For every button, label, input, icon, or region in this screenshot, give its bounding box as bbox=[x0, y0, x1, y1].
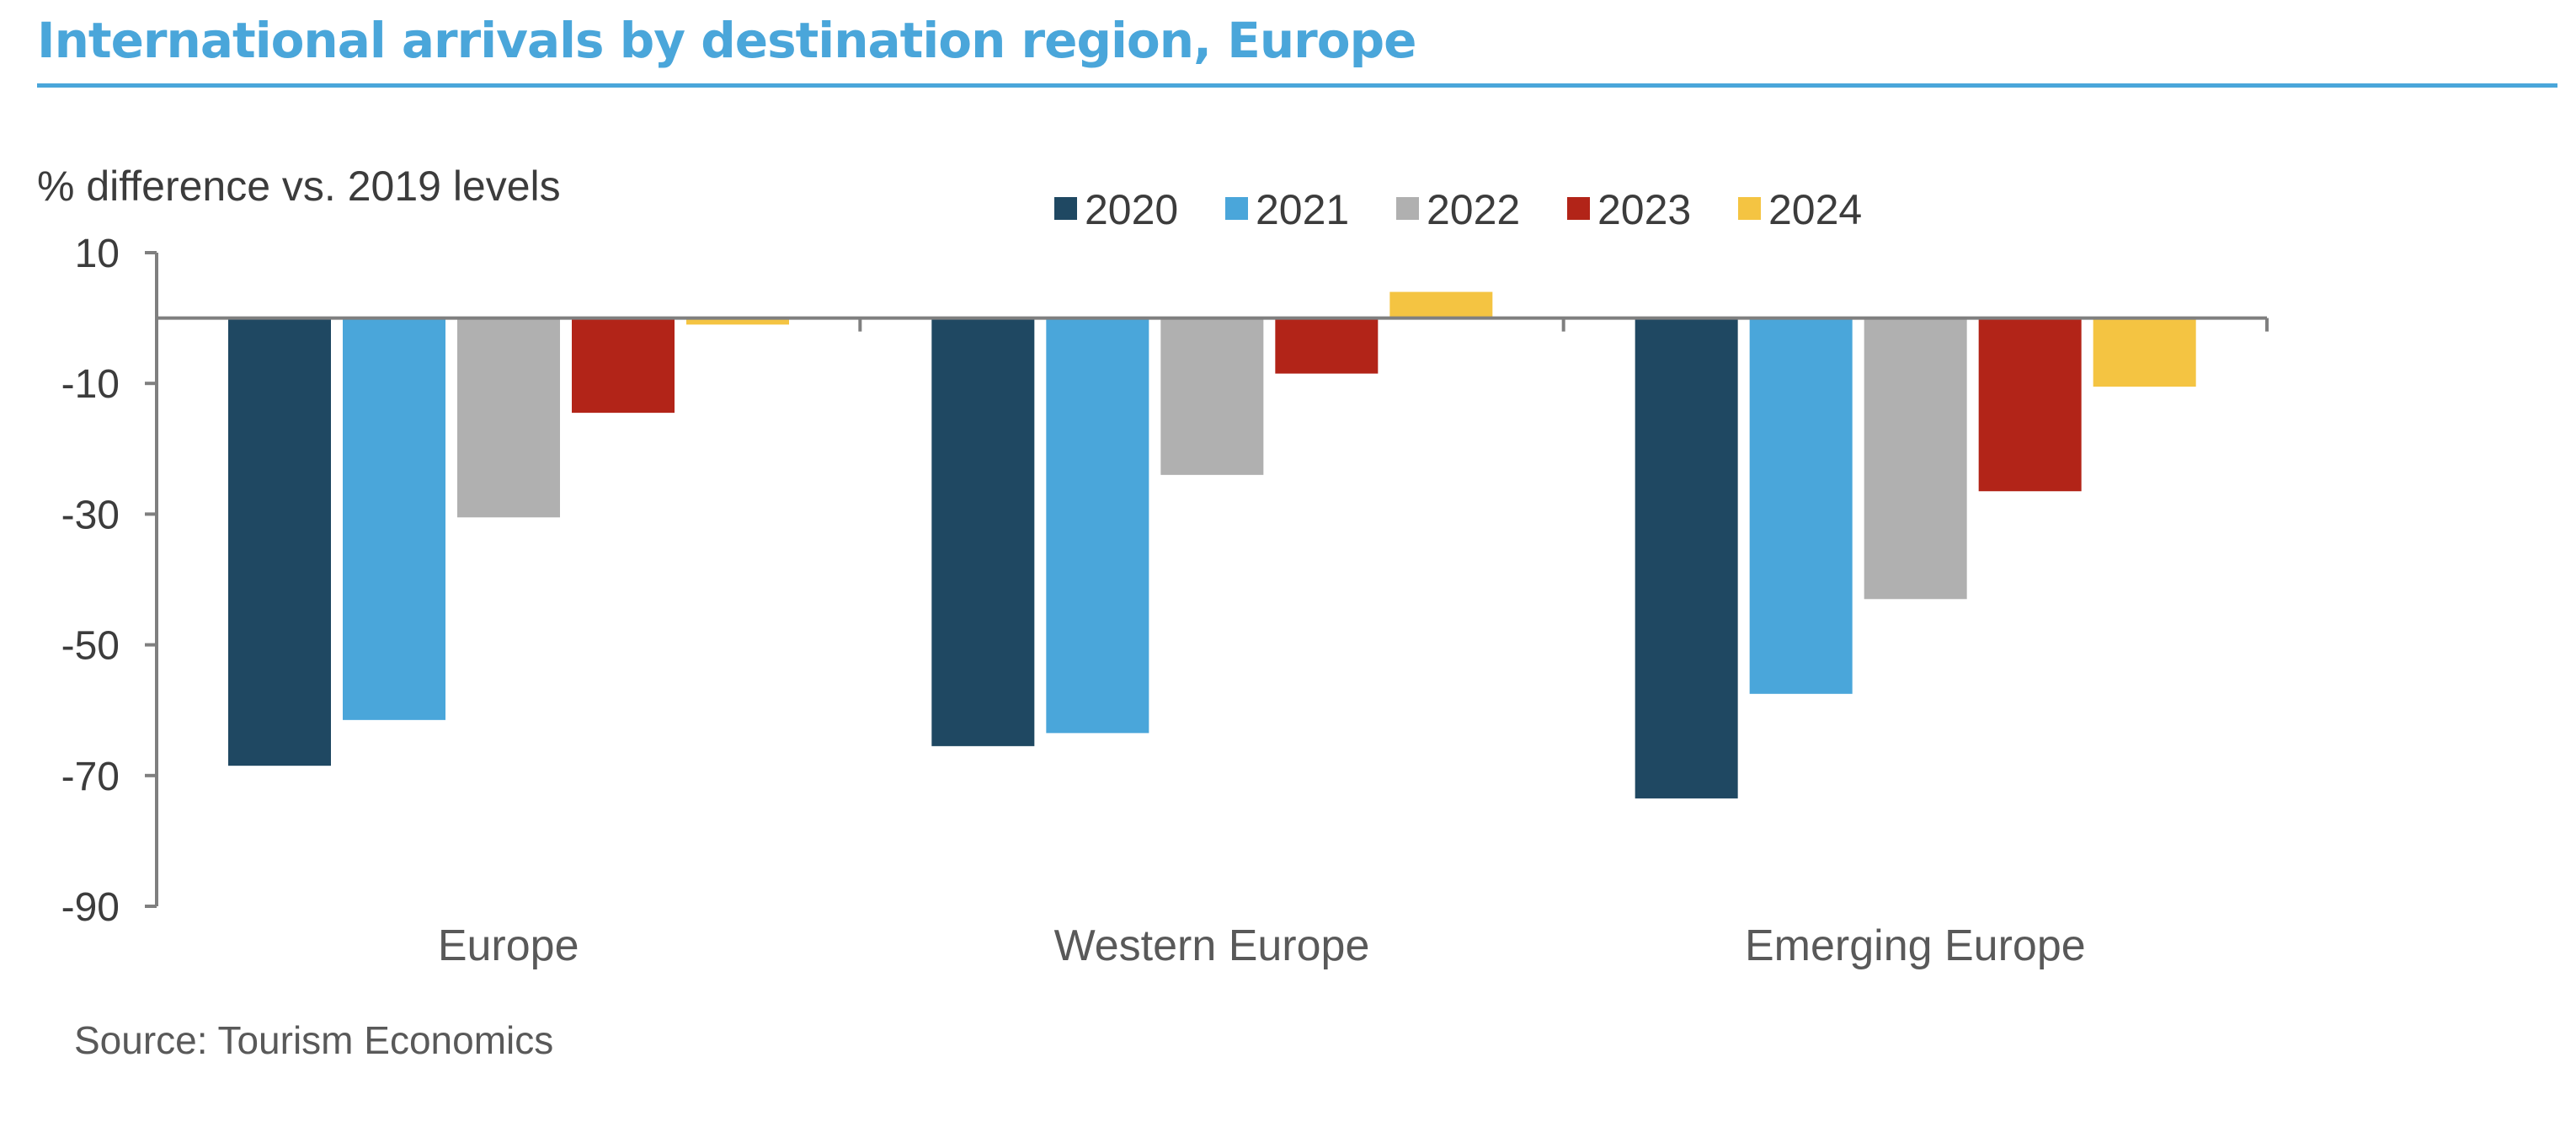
legend-swatch-2020 bbox=[1054, 197, 1077, 220]
bar-western-europe-2023 bbox=[1275, 318, 1379, 374]
chart-title: International arrivals by destination re… bbox=[37, 12, 1416, 69]
category-label: Western Europe bbox=[1054, 921, 1370, 970]
bar-europe-2024 bbox=[686, 318, 789, 325]
legend-label-2021: 2021 bbox=[1256, 186, 1349, 233]
source-note: Source: Tourism Economics bbox=[74, 1018, 554, 1062]
y-tick-label: -50 bbox=[61, 624, 120, 669]
bar-western-europe-2020 bbox=[931, 318, 1035, 746]
bar-europe-2021 bbox=[343, 318, 445, 720]
bar-western-europe-2021 bbox=[1046, 318, 1149, 734]
category-label: Europe bbox=[438, 921, 579, 970]
legend-swatch-2022 bbox=[1396, 197, 1419, 220]
legend-swatch-2024 bbox=[1738, 197, 1761, 220]
title-rule bbox=[37, 83, 2557, 88]
y-tick-label: -10 bbox=[61, 362, 120, 407]
bar-emerging-europe-2021 bbox=[1749, 318, 1853, 694]
bars-layer bbox=[228, 291, 2196, 798]
legend-label-2023: 2023 bbox=[1597, 186, 1691, 233]
category-label: Emerging Europe bbox=[1745, 921, 2086, 970]
bar-western-europe-2022 bbox=[1160, 318, 1264, 475]
legend-label-2024: 2024 bbox=[1768, 186, 1862, 233]
legend-swatch-2021 bbox=[1225, 197, 1248, 220]
y-tick-label: -70 bbox=[61, 755, 120, 799]
legend: 2020 2021 2022 2023 2024 bbox=[1054, 186, 1862, 233]
y-axis-label: % difference vs. 2019 levels bbox=[37, 163, 561, 210]
bar-europe-2023 bbox=[572, 318, 675, 414]
legend-label-2020: 2020 bbox=[1085, 186, 1178, 233]
y-tick-label: -90 bbox=[61, 885, 120, 930]
bar-emerging-europe-2023 bbox=[1978, 318, 2082, 492]
bar-western-europe-2024 bbox=[1389, 291, 1493, 318]
bar-emerging-europe-2022 bbox=[1864, 318, 1967, 600]
bar-europe-2022 bbox=[457, 318, 560, 518]
bar-emerging-europe-2020 bbox=[1635, 318, 1738, 798]
legend-label-2022: 2022 bbox=[1427, 186, 1520, 233]
axes-layer bbox=[145, 251, 2269, 908]
bar-europe-2020 bbox=[228, 318, 331, 766]
legend-swatch-2023 bbox=[1567, 197, 1590, 220]
labels-layer: 10 -10 -30 -50 -70 -90 Europe Western Europe Eme… bbox=[61, 232, 2086, 970]
y-tick-label: -30 bbox=[61, 493, 120, 537]
bar-emerging-europe-2024 bbox=[2093, 318, 2196, 387]
y-tick-label: 10 bbox=[75, 232, 120, 276]
